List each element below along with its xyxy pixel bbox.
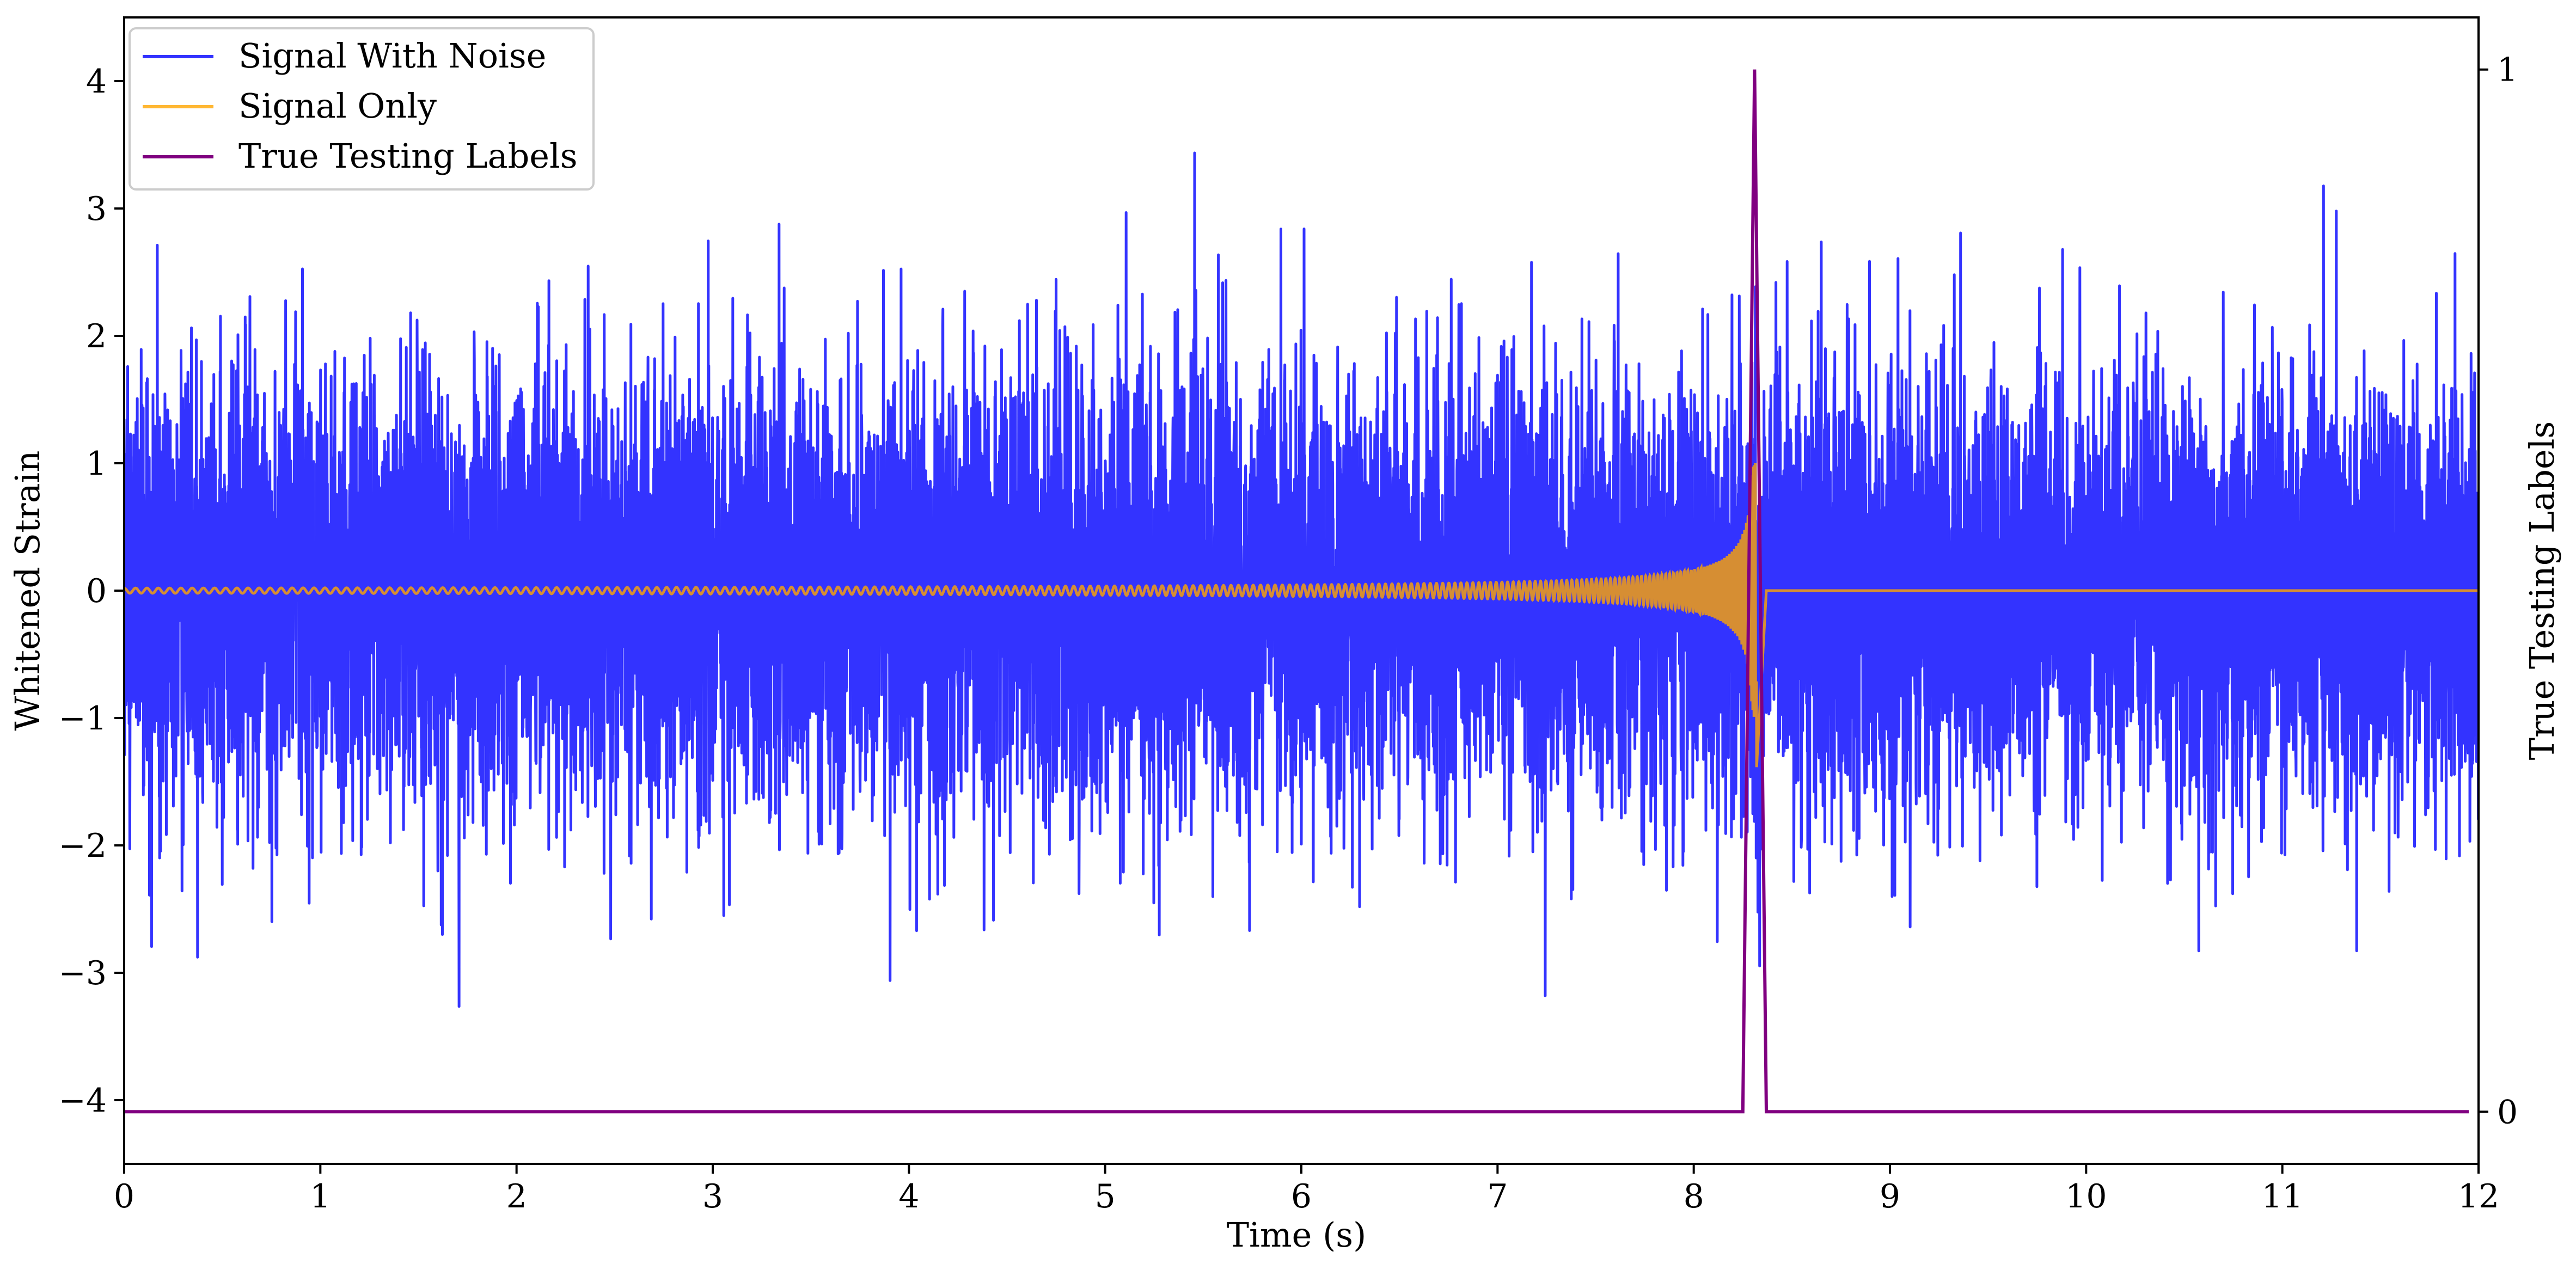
y-left-tick-label: 2 <box>86 317 107 355</box>
x-tick-label: 8 <box>1684 1177 1704 1216</box>
x-tick-label: 2 <box>506 1177 527 1216</box>
series-signal-with-noise <box>124 151 2479 1008</box>
x-tick-label: 12 <box>2458 1177 2499 1216</box>
y-left-tick-label: 4 <box>86 63 107 101</box>
y-axis-label-left: Whitened Strain <box>8 451 47 731</box>
series-layer <box>124 69 2479 1114</box>
y-axis-label-right: True Testing Labels <box>2522 421 2562 760</box>
x-tick-label: 0 <box>114 1177 134 1216</box>
x-tick-label: 5 <box>1095 1177 1116 1216</box>
legend-label-true-testing-labels: True Testing Labels <box>238 136 578 176</box>
y-left-tick-label: −3 <box>59 954 107 992</box>
y-right-tick-label: 0 <box>2497 1093 2518 1131</box>
x-axis-label: Time (s) <box>1227 1215 1367 1255</box>
y-left-tick-label: −2 <box>59 827 107 865</box>
legend-box <box>129 27 595 191</box>
y-left-tick-label: −4 <box>59 1082 107 1120</box>
x-tick-label: 11 <box>2261 1177 2303 1216</box>
series-signal-only <box>124 463 2479 768</box>
y-left-tick-label: 1 <box>86 445 107 483</box>
x-tick-label: 3 <box>702 1177 723 1216</box>
y-left-tick-label: 0 <box>86 572 107 610</box>
x-tick-label: 4 <box>898 1177 919 1216</box>
legend: Signal With Noise Signal Only True Testi… <box>129 27 595 191</box>
series-true-testing-labels <box>124 69 2469 1114</box>
x-tick-label: 1 <box>310 1177 331 1216</box>
y-left-tick-label: 3 <box>86 190 107 228</box>
legend-label-signal-only: Signal Only <box>238 86 437 126</box>
legend-label-signal-with-noise: Signal With Noise <box>238 36 546 76</box>
x-tick-label: 6 <box>1291 1177 1312 1216</box>
x-tick-label: 9 <box>1880 1177 1900 1216</box>
y-left-tick-label: −1 <box>59 700 107 738</box>
x-tick-label: 10 <box>2065 1177 2107 1216</box>
x-tick-label: 7 <box>1487 1177 1508 1216</box>
y-right-tick-label: 1 <box>2497 51 2518 89</box>
